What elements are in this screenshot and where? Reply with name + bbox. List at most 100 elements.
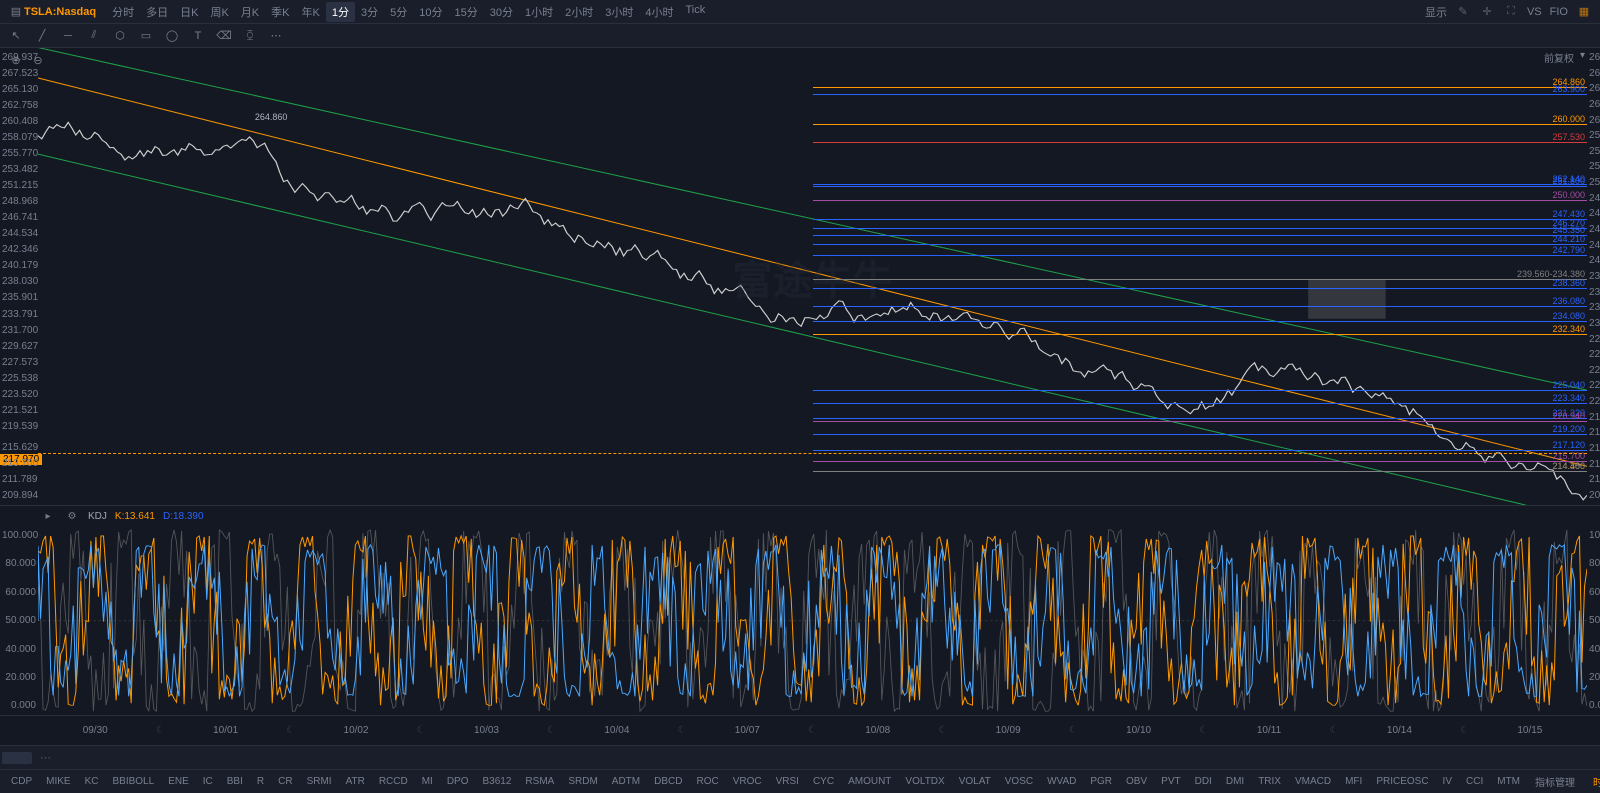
indicator-bbiboll[interactable]: BBIBOLL — [107, 774, 159, 789]
cursor-icon[interactable]: ↖ — [8, 28, 24, 44]
vs-button[interactable]: VS — [1527, 6, 1542, 18]
crosshair-icon[interactable]: ✛ — [1479, 4, 1495, 20]
indicator-vrsi[interactable]: VRSI — [771, 774, 804, 789]
grid-icon[interactable]: ▦ — [1576, 4, 1592, 20]
timeframe-周K[interactable]: 周K — [204, 2, 234, 22]
indicator-vroc[interactable]: VROC — [728, 774, 767, 789]
trend-line-icon[interactable]: ╱ — [34, 28, 50, 44]
indicator-ic[interactable]: IC — [198, 774, 218, 789]
indicator-obv[interactable]: OBV — [1121, 774, 1152, 789]
timeframe-30分[interactable]: 30分 — [484, 2, 519, 22]
timeframe-10分[interactable]: 10分 — [413, 2, 448, 22]
chart-scrollbar[interactable]: ⋯ — [0, 745, 1600, 769]
indicator-mike[interactable]: MIKE — [41, 774, 75, 789]
indicator-atr[interactable]: ATR — [341, 774, 370, 789]
indicator-mfi[interactable]: MFI — [1340, 774, 1367, 789]
fio-button[interactable]: FIO — [1550, 6, 1568, 18]
indicator-mgmt[interactable]: 指标管理 — [1529, 772, 1581, 791]
timeframe-3小时[interactable]: 3小时 — [599, 2, 639, 22]
zoom-in-icon[interactable]: ⊕ — [8, 52, 24, 68]
hexagon-icon[interactable]: ⬡ — [112, 28, 128, 44]
indicator-adtm[interactable]: ADTM — [607, 774, 645, 789]
timeframe-5分[interactable]: 5分 — [384, 2, 413, 22]
y-axis-right: 269.937267.523265.130262.758260.408258.0… — [1587, 48, 1600, 505]
indicator-trix[interactable]: TRIX — [1253, 774, 1286, 789]
price-canvas[interactable]: 富途牛牛 264.860 264.860263.900260.000257.53… — [38, 48, 1587, 505]
indicator-pgr[interactable]: PGR — [1085, 774, 1117, 789]
indicator-ddi[interactable]: DDI — [1190, 774, 1217, 789]
draw-icon[interactable]: ✎ — [1455, 4, 1471, 20]
display-menu[interactable]: 显示 — [1425, 4, 1447, 20]
text-icon[interactable]: T — [190, 28, 206, 44]
kdj-canvas — [38, 526, 1587, 715]
indicator-dbcd[interactable]: DBCD — [649, 774, 687, 789]
hline-icon[interactable]: ─ — [60, 28, 76, 44]
kdj-header: ▸ ⚙ KDJ K:13.641 D:18.390 — [0, 506, 1600, 526]
kdj-chart[interactable]: 100.00080.00060.00050.00040.00020.0000.0… — [0, 526, 1600, 715]
indicator-cyc[interactable]: CYC — [808, 774, 839, 789]
indicator-voltdx[interactable]: VOLTDX — [900, 774, 949, 789]
scrollbar-thumb[interactable] — [2, 752, 32, 764]
timeframe-分时[interactable]: 分时 — [106, 2, 140, 22]
indicator-pvt[interactable]: PVT — [1156, 774, 1185, 789]
indicator-dpo[interactable]: DPO — [442, 774, 474, 789]
timeframe-15分[interactable]: 15分 — [448, 2, 483, 22]
indicator-volat[interactable]: VOLAT — [954, 774, 996, 789]
timeframe-1分[interactable]: 1分 — [326, 2, 355, 22]
indicator-amount[interactable]: AMOUNT — [843, 774, 896, 789]
indicator-mtm[interactable]: MTM — [1492, 774, 1525, 789]
indicator-srdm[interactable]: SRDM — [563, 774, 602, 789]
collapse-icon[interactable]: ▸ — [40, 508, 56, 524]
indicator-cci[interactable]: CCI — [1461, 774, 1488, 789]
topbar-right: 显示 ✎ ✛ ⛶ VS FIO ▦ — [1425, 4, 1592, 20]
price-chart[interactable]: 前复权▾ 269.937267.523265.130262.758260.408… — [0, 48, 1600, 506]
erase-icon[interactable]: ⌫ — [216, 28, 232, 44]
indicator-iv[interactable]: IV — [1438, 774, 1457, 789]
timeframe-4小时[interactable]: 4小时 — [639, 2, 679, 22]
indicator-kc[interactable]: KC — [80, 774, 104, 789]
indicator-timeline[interactable]: 时段 — [1587, 772, 1600, 791]
timeframe-1小时[interactable]: 1小时 — [519, 2, 559, 22]
expand-icon[interactable]: ⛶ — [1503, 4, 1519, 20]
kdj-gear-icon[interactable]: ⚙ — [64, 508, 80, 524]
timeframe-多日[interactable]: 多日 — [140, 2, 174, 22]
kdj-y-right: 100.00080.00060.00050.00040.00020.0000.0… — [1587, 526, 1600, 715]
indicator-roc[interactable]: ROC — [691, 774, 723, 789]
timeframe-Tick[interactable]: Tick — [679, 2, 711, 22]
timeframe-月K[interactable]: 月K — [235, 2, 265, 22]
indicator-cr[interactable]: CR — [273, 774, 297, 789]
timeframe-年K[interactable]: 年K — [296, 2, 326, 22]
rect-icon[interactable]: ▭ — [138, 28, 154, 44]
timeframe-日K[interactable]: 日K — [174, 2, 204, 22]
indicator-vmacd[interactable]: VMACD — [1290, 774, 1336, 789]
y-axis-left: 269.937267.523265.130262.758260.408258.0… — [0, 48, 38, 505]
chart-zoom-controls: ⊕ ⊖ — [8, 52, 46, 68]
indicator-rccd[interactable]: RCCD — [374, 774, 413, 789]
indicator-bbi[interactable]: BBI — [222, 774, 248, 789]
timeframe-季K[interactable]: 季K — [265, 2, 295, 22]
more-icon[interactable]: ⋯ — [268, 28, 284, 44]
indicator-priceosc[interactable]: PRICEOSC — [1371, 774, 1433, 789]
main-area: 前复权▾ 269.937267.523265.130262.758260.408… — [0, 48, 1600, 793]
timeframe-3分[interactable]: 3分 — [355, 2, 384, 22]
indicator-cdp[interactable]: CDP — [6, 774, 37, 789]
indicator-b3612[interactable]: B3612 — [478, 774, 517, 789]
circle-icon[interactable]: ◯ — [164, 28, 180, 44]
indicator-ene[interactable]: ENE — [163, 774, 194, 789]
chart-adj-label[interactable]: 前复权▾ — [1544, 50, 1585, 65]
channel-icon[interactable]: ⫽ — [86, 28, 102, 44]
timeframe-2小时[interactable]: 2小时 — [559, 2, 599, 22]
kdj-k: K:13.641 — [115, 511, 155, 522]
indicator-mi[interactable]: MI — [417, 774, 438, 789]
kdj-label[interactable]: KDJ — [88, 511, 107, 522]
indicator-vosc[interactable]: VOSC — [1000, 774, 1038, 789]
indicator-r[interactable]: R — [252, 774, 269, 789]
indicator-rsma[interactable]: RSMA — [520, 774, 559, 789]
magnet-icon[interactable]: ⧲ — [242, 28, 258, 44]
chart-type-icon[interactable]: ▤ — [8, 4, 24, 20]
ticker-symbol[interactable]: TSLA:Nasdaq — [24, 6, 96, 18]
indicator-srmi[interactable]: SRMI — [302, 774, 337, 789]
zoom-out-icon[interactable]: ⊖ — [30, 52, 46, 68]
indicator-dmi[interactable]: DMI — [1221, 774, 1249, 789]
indicator-wvad[interactable]: WVAD — [1042, 774, 1081, 789]
